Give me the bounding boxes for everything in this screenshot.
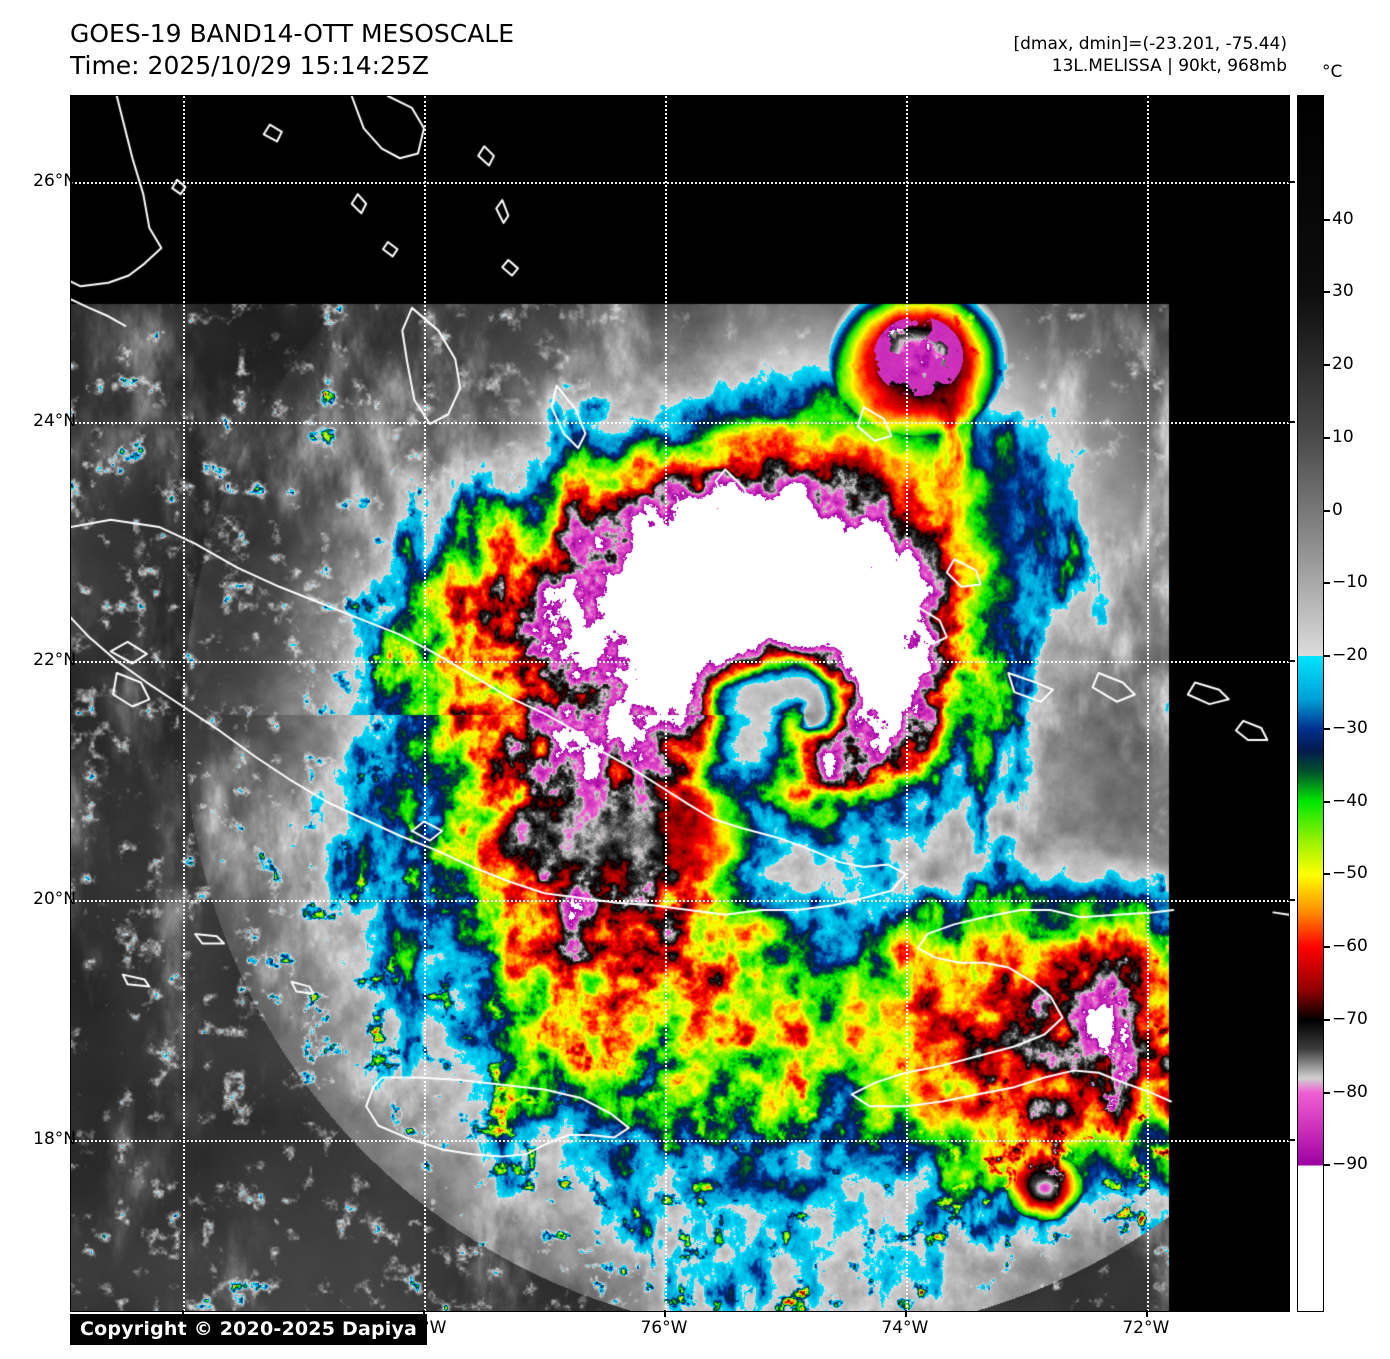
page-title: GOES-19 BAND14-OTT MESOSCALE (70, 19, 515, 48)
colorbar-unit-label: °C (1322, 62, 1343, 82)
gridline-latitude (71, 1139, 1289, 1142)
colorbar-tick-mark (1323, 800, 1330, 803)
metadata-block: [dmax, dmin]=(-23.201, -75.44) 13L.MELIS… (1014, 33, 1288, 77)
colorbar-tick-mark (1323, 436, 1330, 439)
colorbar-tick-mark (1323, 509, 1330, 512)
colorbar-tick-mark (1323, 873, 1330, 876)
colorbar-tick-label: 20 (1332, 354, 1354, 375)
dmax-dmin-label: [dmax, dmin]=(-23.201, -75.44) (1013, 34, 1288, 54)
copyright-notice: Copyright © 2020-2025 Dapiya (70, 1314, 428, 1345)
xtick-mark (663, 1310, 666, 1317)
colorbar-tick-mark (1323, 218, 1330, 221)
xtick-label: 72°W (1122, 1318, 1170, 1338)
ytick-label: 24°N (33, 410, 76, 431)
colorbar-tick-label: −20 (1332, 645, 1368, 666)
gridline-longitude (905, 96, 908, 1311)
xtick-mark (182, 1310, 185, 1317)
colorbar-tick-label: 30 (1332, 281, 1354, 302)
colorbar-tick-mark (1323, 291, 1330, 294)
ytick-mark (1288, 1138, 1295, 1141)
ytick-label: 22°N (33, 650, 76, 670)
colorbar-tick-mark (1323, 1164, 1330, 1167)
colorbar-tick-label: −10 (1332, 572, 1368, 593)
colorbar-tick-label: −40 (1332, 790, 1368, 811)
colorbar-tick-label: −70 (1332, 1008, 1368, 1029)
storm-info-label: 13L.MELISSA | 90kt, 968mb (1051, 56, 1287, 76)
colorbar-tick-mark (1323, 364, 1330, 367)
colorbar-tick-label: −30 (1332, 717, 1368, 738)
ytick-mark (1288, 181, 1295, 184)
colorbar-tick-mark (1323, 655, 1330, 658)
colorbar-tick-label: −50 (1332, 863, 1368, 884)
gridline-longitude (183, 96, 186, 1311)
ytick-mark (1288, 899, 1295, 902)
gridline-longitude (664, 96, 667, 1311)
timestamp-label: Time: 2025/10/29 15:14:25Z (70, 51, 429, 80)
gridline-latitude (71, 421, 1289, 424)
colorbar-tick-label: −90 (1332, 1154, 1368, 1175)
ytick-label: 18°N (33, 1128, 76, 1149)
xtick-mark (422, 1310, 425, 1317)
colorbar-gradient (1298, 96, 1323, 1311)
colorbar-tick-mark (1323, 946, 1330, 949)
gridline-latitude (71, 900, 1289, 903)
colorbar-tick-label: 40 (1332, 208, 1354, 229)
colorbar-tick-mark (1323, 1091, 1330, 1094)
xtick-label: 76°W (640, 1318, 688, 1338)
gridline-latitude (71, 661, 1289, 663)
title-block: GOES-19 BAND14-OTT MESOSCALE Time: 2025/… (70, 18, 514, 82)
xtick-mark (1145, 1310, 1148, 1317)
colorbar-tick-label: 0 (1332, 499, 1343, 520)
temperature-colorbar[interactable] (1297, 95, 1324, 1312)
ytick-mark (1288, 660, 1295, 662)
ytick-mark (1288, 420, 1295, 423)
satellite-imagery-canvas (71, 96, 1289, 1311)
satellite-image-plot[interactable] (70, 95, 1290, 1312)
xtick-label: 74°W (881, 1318, 929, 1338)
colorbar-tick-mark (1323, 1018, 1330, 1021)
colorbar-tick-mark (1323, 582, 1330, 585)
xtick-mark (904, 1310, 907, 1317)
gridline-longitude (423, 96, 426, 1311)
colorbar-tick-label: 10 (1332, 426, 1354, 447)
colorbar-tick-mark (1323, 727, 1330, 730)
colorbar-tick-label: −60 (1332, 936, 1368, 957)
ytick-label: 26°N (33, 171, 76, 192)
gridline-latitude (71, 182, 1289, 185)
ytick-label: 20°N (33, 889, 76, 910)
gridline-longitude (1146, 96, 1149, 1311)
colorbar-tick-label: −80 (1332, 1081, 1368, 1102)
